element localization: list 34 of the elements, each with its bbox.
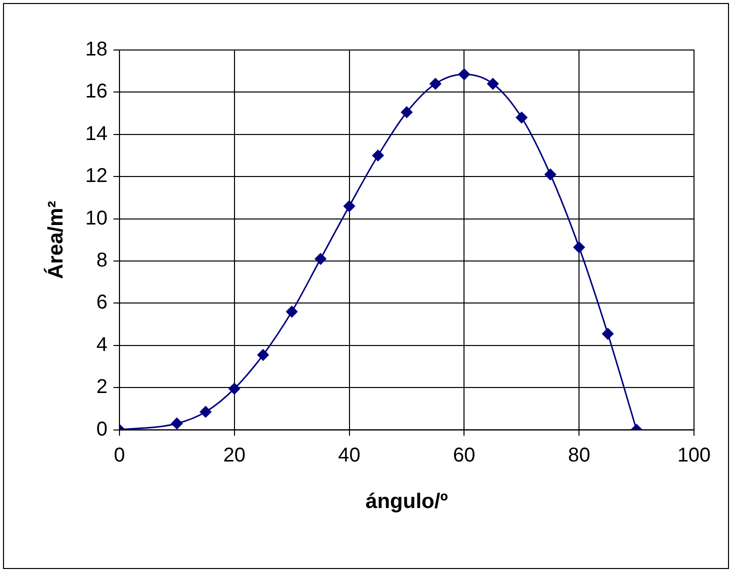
point <box>430 78 442 90</box>
point <box>573 242 585 254</box>
y-tick-label: 0 <box>96 418 108 440</box>
x-tick-label: 60 <box>453 444 476 466</box>
x-tick-label: 80 <box>568 444 590 466</box>
x-tick-label: 20 <box>223 444 246 466</box>
point <box>228 382 240 394</box>
point <box>487 78 499 90</box>
y-axis-title: Área/m² <box>43 200 68 279</box>
x-tick-label: 40 <box>338 444 360 466</box>
point <box>286 306 298 318</box>
y-tick-label: 12 <box>85 165 108 188</box>
point <box>458 68 470 80</box>
point <box>171 418 183 430</box>
y-tick-label: 8 <box>96 250 108 272</box>
point <box>314 253 326 265</box>
point <box>544 168 556 180</box>
y-tick-label: 18 <box>85 38 108 61</box>
y-tick-label: 6 <box>96 292 108 314</box>
y-tick-label: 10 <box>85 207 108 230</box>
point <box>372 150 384 162</box>
x-tick-label: 0 <box>114 444 126 466</box>
point <box>516 112 528 124</box>
x-axis-title: ángulo/º <box>366 490 448 514</box>
point <box>602 328 614 340</box>
point <box>400 106 412 118</box>
point <box>257 349 269 361</box>
point <box>200 406 212 418</box>
y-tick-label: 14 <box>85 122 108 145</box>
point <box>344 200 356 212</box>
y-tick-label: 4 <box>96 334 108 356</box>
x-tick-label: 100 <box>677 444 711 466</box>
y-tick-label: 2 <box>96 376 108 398</box>
y-tick-label: 16 <box>85 80 108 103</box>
